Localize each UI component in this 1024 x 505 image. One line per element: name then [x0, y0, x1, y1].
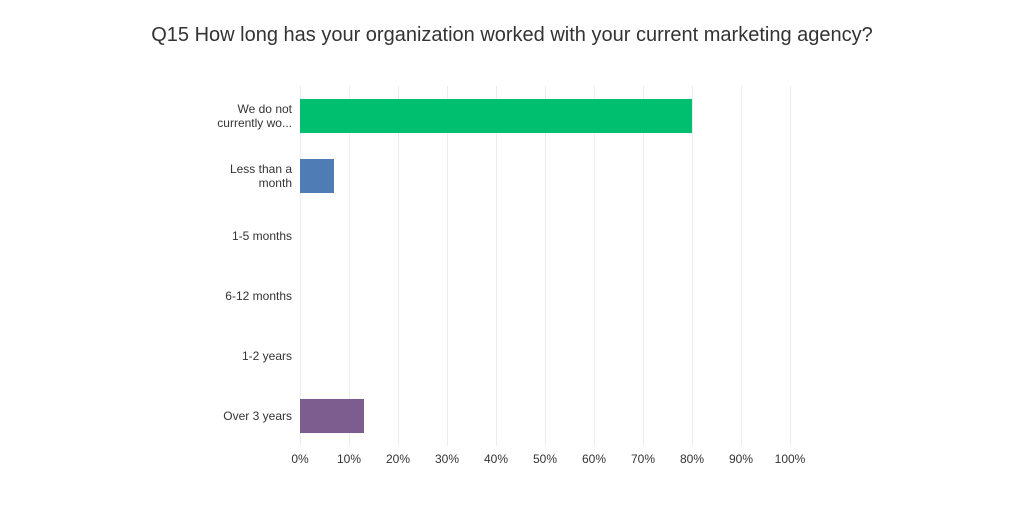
gridline	[496, 86, 497, 446]
x-tick-label: 40%	[484, 452, 508, 466]
x-tick-label: 60%	[582, 452, 606, 466]
gridline	[741, 86, 742, 446]
x-tick-label: 90%	[729, 452, 753, 466]
x-tick-label: 50%	[533, 452, 557, 466]
plot-area	[300, 86, 790, 446]
x-tick-label: 100%	[775, 452, 806, 466]
gridline	[300, 86, 301, 446]
x-tick-label: 10%	[337, 452, 361, 466]
chart: Q15 How long has your organization worke…	[0, 0, 1024, 505]
bar	[300, 159, 334, 193]
x-tick-label: 70%	[631, 452, 655, 466]
bar	[300, 99, 692, 133]
x-tick-label: 80%	[680, 452, 704, 466]
chart-title: Q15 How long has your organization worke…	[0, 24, 1024, 47]
gridline	[447, 86, 448, 446]
gridline	[643, 86, 644, 446]
category-label: 1-2 years	[202, 349, 292, 363]
category-label: Over 3 years	[202, 409, 292, 423]
x-tick-label: 30%	[435, 452, 459, 466]
gridline	[349, 86, 350, 446]
gridline	[594, 86, 595, 446]
gridline	[790, 86, 791, 446]
gridline	[692, 86, 693, 446]
gridline	[398, 86, 399, 446]
gridline	[545, 86, 546, 446]
category-label: 1-5 months	[202, 229, 292, 243]
category-label: Less than a month	[202, 162, 292, 190]
category-label: We do not currently wo...	[202, 102, 292, 130]
x-tick-label: 20%	[386, 452, 410, 466]
x-tick-label: 0%	[291, 452, 308, 466]
category-label: 6-12 months	[202, 289, 292, 303]
bar	[300, 399, 364, 433]
